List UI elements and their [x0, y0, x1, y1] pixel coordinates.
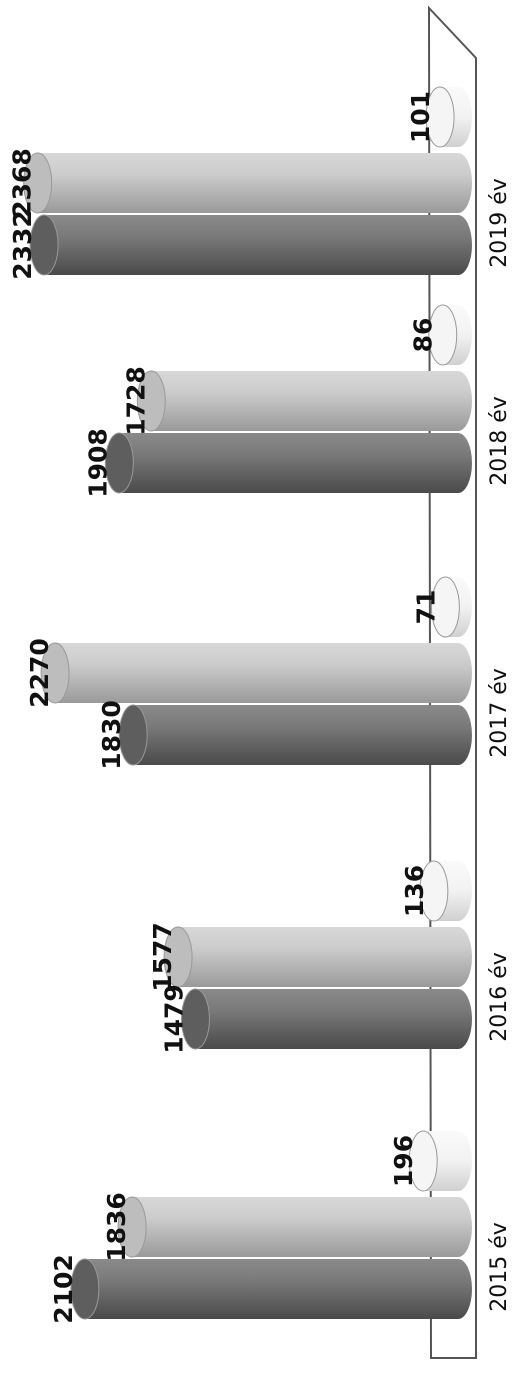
data-label: 2102 — [49, 1254, 78, 1324]
bar — [163, 926, 472, 988]
bar — [430, 576, 472, 638]
category-label: 2019 év — [487, 178, 512, 268]
bar — [180, 988, 472, 1050]
bar — [40, 642, 472, 704]
bar — [70, 1258, 472, 1320]
data-label: 2368 — [8, 148, 37, 218]
data-label: 86 — [409, 318, 438, 353]
category-label: 2017 év — [487, 668, 512, 758]
category-label: 2015 év — [487, 1222, 512, 1312]
data-label: 1728 — [121, 366, 150, 436]
bar — [23, 152, 472, 214]
data-label: 136 — [400, 865, 429, 917]
bar — [118, 704, 472, 766]
bar — [428, 304, 472, 366]
data-label: 1836 — [102, 1192, 131, 1262]
data-label: 1479 — [159, 984, 188, 1054]
bars-group — [23, 86, 472, 1320]
bar — [104, 432, 472, 494]
category-label: 2016 év — [487, 952, 512, 1042]
data-label: 196 — [389, 1135, 418, 1187]
bar — [117, 1196, 472, 1258]
data-label: 2332 — [8, 210, 37, 280]
bar — [419, 860, 472, 922]
bar — [29, 214, 472, 276]
bar — [408, 1130, 472, 1192]
data-label: 2270 — [25, 638, 54, 708]
data-label: 71 — [411, 590, 440, 625]
data-label: 1577 — [148, 922, 177, 992]
data-label: 1830 — [97, 700, 126, 770]
data-label: 101 — [406, 91, 435, 143]
category-label: 2018 év — [487, 396, 512, 486]
data-label: 1908 — [83, 428, 112, 498]
bar — [136, 370, 472, 432]
bar — [425, 86, 472, 148]
